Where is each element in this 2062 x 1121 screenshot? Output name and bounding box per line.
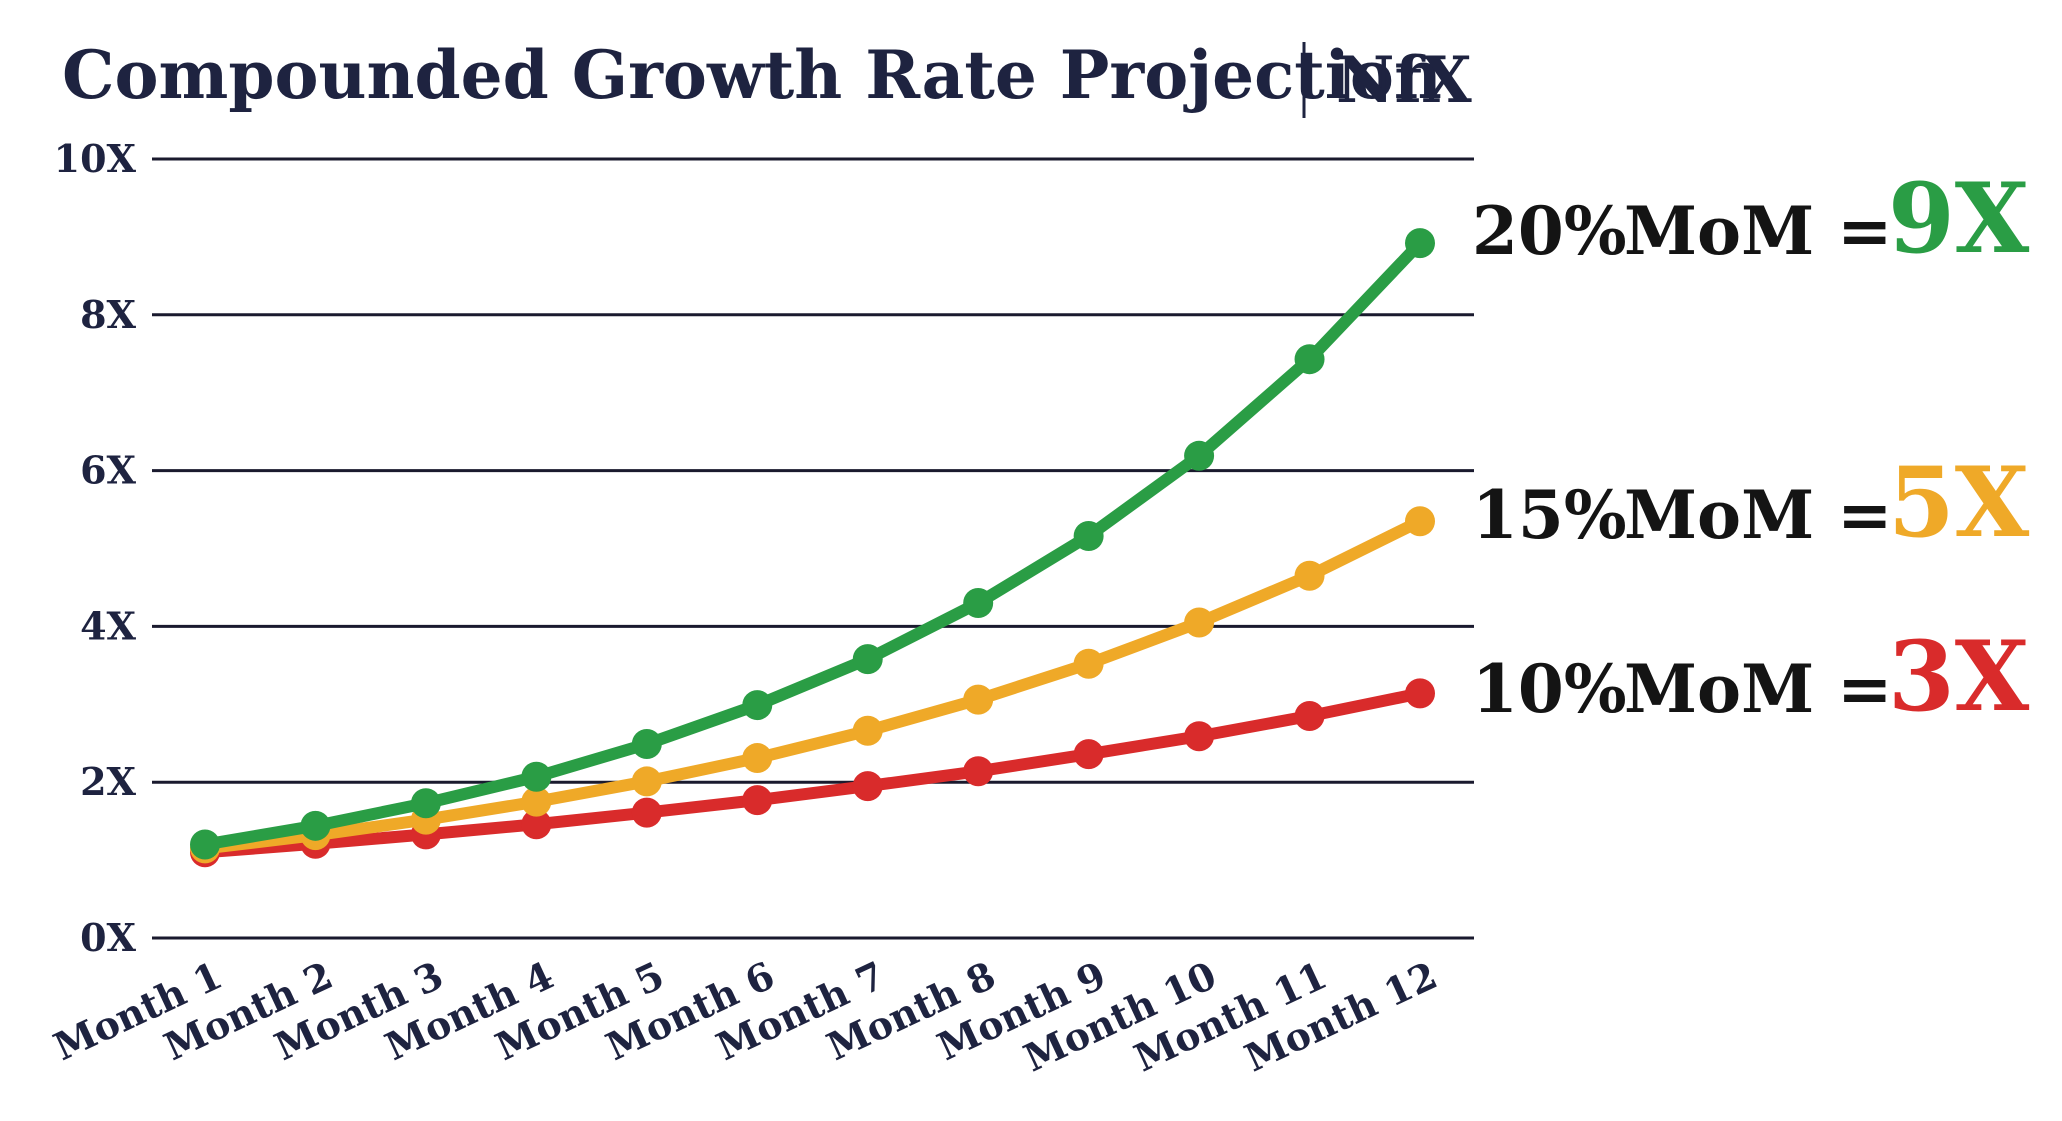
series-line	[199, 237, 1426, 851]
series-label-multiple: 5X	[1888, 446, 2030, 559]
series-label-mom: MoM =	[1624, 650, 1892, 728]
series-end-label: 20%MoM =9X	[1472, 162, 2030, 275]
y-tick-label: 6X	[80, 448, 136, 493]
data-point	[1073, 648, 1104, 679]
y-tick-label: 8X	[80, 292, 136, 337]
data-point	[742, 743, 773, 774]
y-tick-label: 2X	[80, 759, 136, 804]
data-point	[963, 684, 994, 715]
series-line	[199, 515, 1426, 855]
data-point	[631, 766, 662, 797]
chart-title: Compounded Growth Rate Projection	[62, 36, 1442, 114]
data-point	[852, 771, 883, 802]
data-point	[631, 797, 662, 828]
data-point	[521, 786, 552, 817]
series-label-multiple: 9X	[1888, 162, 2030, 275]
data-point	[1073, 521, 1104, 552]
series-label-rate: 15%	[1472, 476, 1627, 554]
data-point	[1294, 344, 1325, 375]
data-point	[852, 644, 883, 675]
data-point	[631, 729, 662, 760]
y-tick-label: 10X	[54, 136, 137, 181]
data-point	[1184, 721, 1215, 752]
data-point	[1294, 560, 1325, 591]
series-label-rate: 10%	[1472, 650, 1627, 728]
series-lines	[190, 228, 1435, 868]
series-label-multiple: 3X	[1888, 620, 2030, 733]
data-point	[742, 690, 773, 721]
data-point	[1294, 700, 1325, 731]
data-point	[852, 715, 883, 746]
data-point	[1405, 678, 1435, 709]
data-point	[1073, 739, 1104, 770]
series-end-label: 15%MoM =5X	[1472, 446, 2030, 559]
data-point	[963, 756, 994, 787]
data-point	[300, 810, 331, 841]
data-point	[521, 761, 552, 792]
y-tick-label: 0X	[80, 915, 136, 960]
series-line	[199, 687, 1426, 859]
series-20pct	[190, 228, 1435, 860]
data-point	[1184, 440, 1215, 471]
gridlines	[152, 157, 1474, 940]
data-point	[963, 588, 994, 619]
series-10pct	[190, 678, 1435, 868]
data-point	[1405, 228, 1435, 259]
data-point	[1184, 607, 1215, 638]
y-axis-ticks: 0X 2X 4X 6X 8X 10X	[54, 136, 137, 960]
data-point	[742, 785, 773, 816]
series-end-label: 10%MoM =3X	[1472, 620, 2030, 733]
data-point	[410, 788, 441, 819]
data-point	[521, 809, 552, 840]
data-point	[190, 829, 220, 860]
series-label-mom: MoM =	[1624, 192, 1892, 270]
data-point	[1405, 506, 1435, 537]
series-label-rate: 20%	[1472, 192, 1627, 270]
nfx-logo: NfX	[1336, 43, 1472, 118]
series-label-mom: MoM =	[1624, 476, 1892, 554]
y-tick-label: 4X	[80, 603, 136, 648]
series-15pct	[190, 506, 1435, 864]
